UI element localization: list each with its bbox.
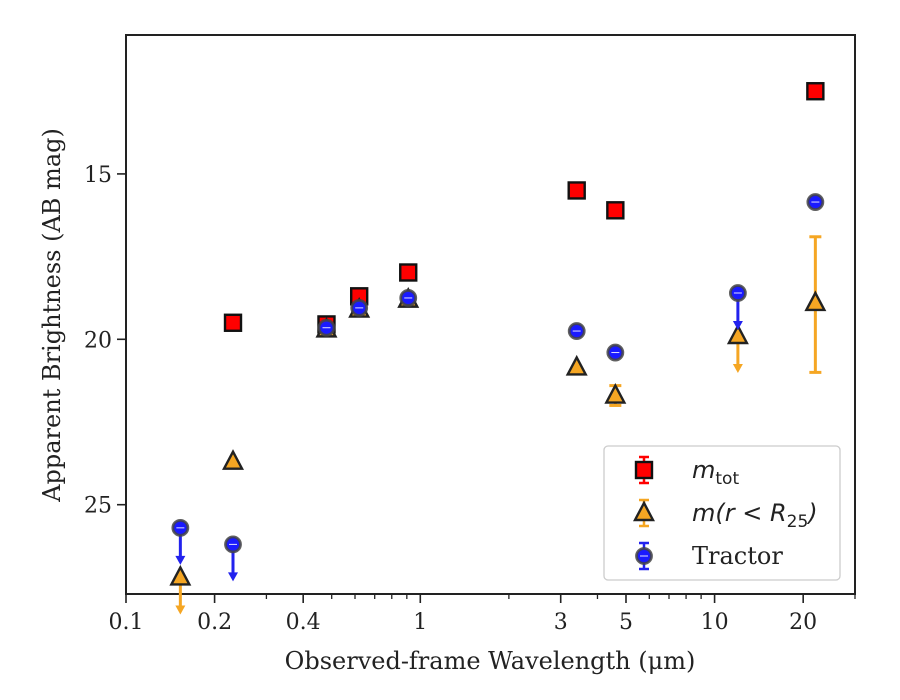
x-axis: 0.1 0.2 0.4 1 3 5 10 20 bbox=[109, 594, 856, 635]
series-1-point-7-limit-head bbox=[732, 364, 743, 373]
series-2-point-1-limit-head bbox=[228, 572, 239, 582]
series-0-point-0 bbox=[223, 313, 243, 332]
x-tick-label: 10 bbox=[701, 610, 729, 635]
legend-label-1: m(r < R25) bbox=[692, 499, 818, 532]
x-tick-label: 5 bbox=[619, 610, 633, 635]
legend-label-2: Tractor bbox=[692, 542, 783, 570]
y-axis-title: Apparent Brightness (AB mag) bbox=[38, 128, 66, 503]
series-1-point-6 bbox=[604, 382, 627, 404]
series-1-point-1 bbox=[222, 449, 245, 470]
series-2-point-7-limit-head bbox=[732, 321, 743, 330]
series-1-point-5 bbox=[565, 354, 588, 376]
legend-entry-1: m(r < R25) bbox=[633, 498, 818, 532]
series-1-point-7 bbox=[726, 323, 749, 345]
legend-box bbox=[603, 445, 841, 581]
series-0-point-4 bbox=[567, 181, 586, 200]
legend-label-0: mtot bbox=[692, 456, 739, 489]
x-tick-label: 0.2 bbox=[197, 610, 232, 635]
series-1-point-0-limit-head bbox=[175, 605, 186, 615]
x-tick-label: 0.4 bbox=[286, 610, 321, 635]
series-0-point-5 bbox=[606, 201, 625, 220]
series-0-point-6 bbox=[806, 82, 825, 101]
plot-border bbox=[125, 34, 856, 595]
plot-frame bbox=[125, 34, 856, 595]
x-axis-title: Observed-frame Wavelength (μm) bbox=[285, 647, 696, 675]
legend-entry-0: mtot bbox=[634, 455, 739, 489]
legend-marker-0 bbox=[634, 460, 654, 480]
x-tick-label: 3 bbox=[554, 610, 568, 635]
series-2-point-0-limit-head bbox=[175, 555, 186, 565]
x-tick-label: 20 bbox=[789, 610, 817, 635]
y-axis: 15 20 25 bbox=[84, 163, 126, 519]
data-marks bbox=[169, 82, 827, 615]
x-tick-label: 1 bbox=[413, 610, 427, 635]
series-1-point-8 bbox=[804, 290, 827, 312]
series-0-point-3 bbox=[399, 263, 418, 282]
series-2 bbox=[171, 193, 825, 582]
y-tick-label: 25 bbox=[84, 494, 112, 519]
y-tick-label: 20 bbox=[84, 328, 112, 353]
legend-marker-1 bbox=[633, 500, 655, 522]
x-tick-label: 0.1 bbox=[109, 610, 144, 635]
series-1-point-0 bbox=[169, 564, 192, 586]
y-tick-label: 15 bbox=[84, 163, 112, 188]
legend: mtot m(r < R25) Tractor bbox=[603, 445, 841, 581]
legend-entry-2: Tractor bbox=[635, 541, 783, 571]
